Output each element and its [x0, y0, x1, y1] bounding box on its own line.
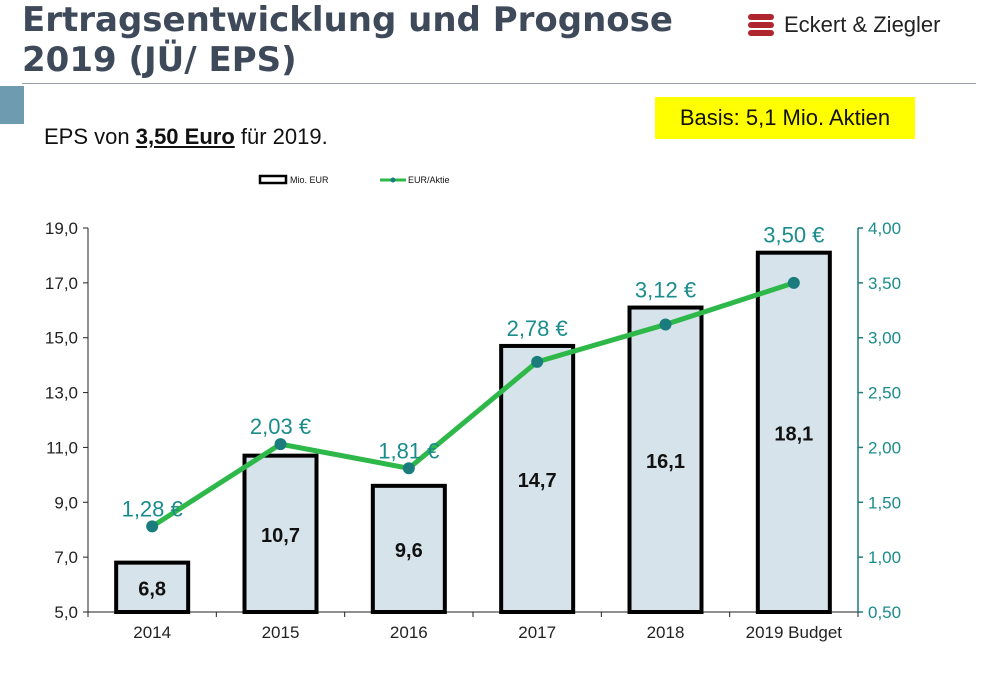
y-left-tick-label: 7,0	[54, 548, 78, 567]
eps-value-label: 1,81 €	[378, 438, 439, 463]
y-left-tick-label: 5,0	[54, 603, 78, 622]
legend-label-line: EUR/Aktie	[408, 175, 450, 185]
y-right-tick-label: 3,00	[868, 329, 901, 348]
eps-line	[150, 280, 795, 529]
bar-value-label: 10,7	[261, 525, 300, 547]
title-line-2: 2019 (JÜ/ EPS)	[22, 40, 297, 80]
subtitle-prefix: EPS von	[44, 124, 136, 149]
eps-value-label: 3,12 €	[635, 278, 696, 303]
bar-value-label: 18,1	[774, 423, 813, 445]
bar-2016	[370, 483, 447, 615]
legend-marker	[390, 177, 396, 183]
y-left-tick-label: 11,0	[46, 438, 78, 457]
legend-label-bars: Mio. EUR	[290, 175, 329, 185]
logo-icon	[748, 14, 774, 36]
eps-point-2016	[402, 462, 415, 475]
legend-swatch-bars	[258, 174, 288, 185]
y-left-tick-label: 19,0	[45, 219, 78, 238]
subtitle-emphasis: 3,50 Euro	[135, 124, 235, 149]
y-left-tick-label: 17,0	[45, 274, 78, 293]
y-right-tick-label: 3,50	[868, 274, 901, 293]
bar-value-label: 9,6	[395, 540, 423, 562]
x-tick-label: 2017	[518, 623, 556, 642]
eps-point-2018	[659, 318, 672, 331]
x-tick-label: 2019 Budget	[746, 623, 843, 642]
eps-point-2017	[531, 355, 544, 368]
eps-value-label: 3,50 €	[763, 223, 824, 248]
y-left-tick-label: 13,0	[45, 384, 78, 403]
y-left-tick-label: 9,0	[54, 493, 78, 512]
eps-value-label: 2,03 €	[250, 414, 311, 439]
y-right-tick-label: 1,50	[868, 493, 901, 512]
bar-2018	[627, 305, 704, 614]
x-tick-label: 2016	[390, 623, 428, 642]
y-right-tick-label: 1,00	[868, 548, 901, 567]
y-right-tick-label: 2,00	[868, 438, 901, 457]
eps-point-2019-budget	[787, 276, 800, 289]
x-tick-label: 2014	[133, 623, 171, 642]
logo-text: Eckert & Ziegler	[784, 12, 941, 37]
bar-value-label: 14,7	[518, 470, 557, 492]
bar-2017	[499, 343, 576, 614]
y-right-tick-label: 4,00	[868, 219, 901, 238]
eps-value-label: 1,28 €	[122, 496, 183, 521]
y-right-tick-label: 2,50	[868, 384, 901, 403]
page-title: Ertragsentwicklung und Prognose 2019 (JÜ…	[22, 0, 673, 80]
eps-point-2015	[274, 438, 287, 451]
basis-box: Basis: 5,1 Mio. Aktien	[655, 97, 915, 139]
eps-subtitle: EPS von 3,50 Euro für 2019.	[44, 124, 328, 150]
bar-2019-budget	[755, 250, 832, 615]
bar-2015	[242, 453, 319, 614]
accent-block	[0, 86, 24, 124]
subtitle-suffix: für 2019.	[234, 124, 328, 149]
company-logo: Eckert & Ziegler	[748, 12, 941, 38]
header-divider	[22, 83, 976, 84]
bar-value-label: 16,1	[646, 451, 685, 473]
y-left-tick-label: 15,0	[45, 329, 78, 348]
x-tick-label: 2015	[262, 623, 300, 642]
title-line-1: Ertragsentwicklung und Prognose	[22, 0, 673, 40]
bar-2014	[114, 560, 191, 615]
eps-value-label: 2,78 €	[507, 316, 568, 341]
bar-value-label: 6,8	[138, 578, 166, 600]
x-tick-label: 2018	[647, 623, 685, 642]
eps-point-2014	[146, 520, 159, 533]
y-right-tick-label: 0,50	[868, 603, 901, 622]
